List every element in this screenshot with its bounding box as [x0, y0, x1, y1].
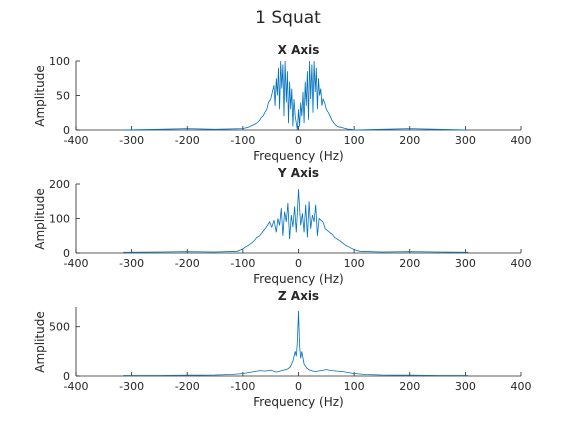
y-tick-label: 100	[49, 55, 70, 68]
x-tick-label: 100	[344, 134, 365, 147]
x-tick-label: 300	[455, 380, 476, 393]
figure-title: 1 Squat	[255, 8, 321, 28]
y-tick-label: 0	[63, 124, 70, 137]
x-tick-label: 300	[455, 257, 476, 270]
y-tick-label: 50	[56, 90, 70, 103]
spectrum-line	[123, 189, 469, 253]
spectrum-line	[123, 310, 469, 376]
x-tick-label: -400	[64, 257, 89, 270]
x-tick-label: -200	[175, 257, 200, 270]
x-tick-label: 100	[344, 380, 365, 393]
x-tick-label: -100	[230, 380, 255, 393]
subplot-x-axis: X Axis Frequency (Hz) Amplitude -400 -300…	[33, 43, 532, 163]
x-tick-label: 400	[511, 380, 532, 393]
x-tick-label: -400	[64, 134, 89, 147]
x-tick-label: -300	[119, 257, 144, 270]
x-axis-label: Frequency (Hz)	[253, 395, 344, 409]
x-tick-label: 300	[455, 134, 476, 147]
x-tick-label: -100	[230, 134, 255, 147]
x-axis-label: Frequency (Hz)	[253, 272, 344, 286]
x-tick-label: 100	[344, 257, 365, 270]
subplot-title: X Axis	[278, 43, 320, 57]
x-axis-label: Frequency (Hz)	[253, 149, 344, 163]
y-tick-label: 0	[63, 370, 70, 383]
spectrum-line	[123, 60, 469, 131]
y-tick-label: 100	[49, 213, 70, 226]
x-tick-label: 0	[295, 257, 302, 270]
subplot-title: Y Axis	[277, 166, 319, 180]
x-tick-label: 200	[399, 380, 420, 393]
y-tick-label: 0	[63, 247, 70, 260]
y-axis-label: Amplitude	[33, 311, 47, 373]
x-tick-label: 200	[399, 134, 420, 147]
x-tick-label: 200	[399, 257, 420, 270]
x-tick-label: -200	[175, 134, 200, 147]
y-tick-label: 200	[49, 178, 70, 191]
y-axis-label: Amplitude	[33, 188, 47, 250]
x-tick-label: 400	[511, 257, 532, 270]
y-axis-label: Amplitude	[33, 65, 47, 127]
subplot-z-axis: Z Axis Frequency (Hz) Amplitude -400 -300…	[33, 289, 532, 409]
x-tick-label: -300	[119, 134, 144, 147]
subplot-y-axis: Y Axis Frequency (Hz) Amplitude -400 -300…	[33, 166, 532, 286]
x-tick-label: 0	[295, 380, 302, 393]
x-tick-label: -200	[175, 380, 200, 393]
x-tick-label: -300	[119, 380, 144, 393]
x-tick-label: -100	[230, 257, 255, 270]
y-tick-label: 500	[49, 321, 70, 334]
x-tick-label: 0	[295, 134, 302, 147]
x-tick-label: -400	[64, 380, 89, 393]
x-tick-label: 400	[511, 134, 532, 147]
subplot-title: Z Axis	[278, 289, 319, 303]
